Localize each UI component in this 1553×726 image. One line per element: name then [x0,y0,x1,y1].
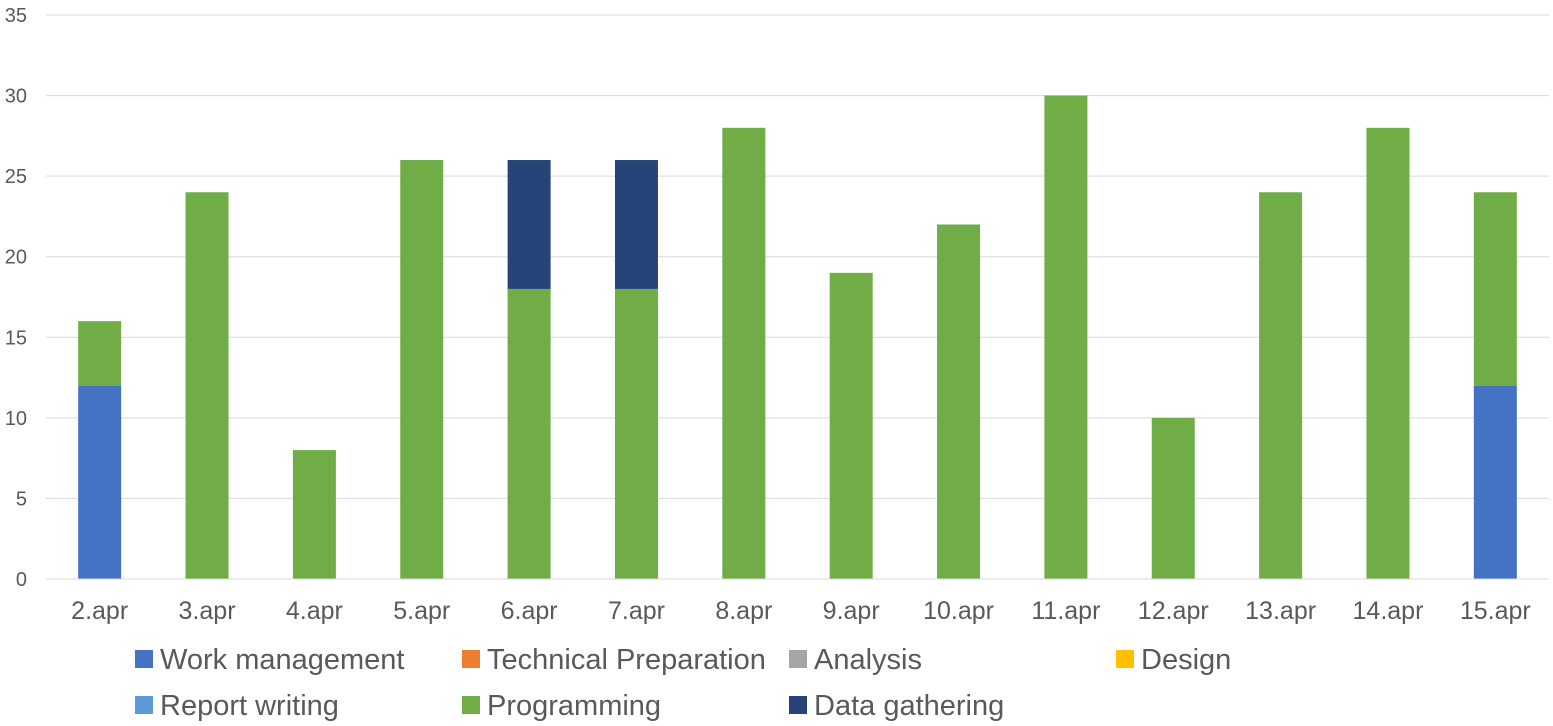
legend-entry-label: Work management [160,644,404,676]
x-category-label: 9.apr [823,597,880,625]
gridlines [46,14,1549,499]
bar-segment-programming [292,450,336,579]
legend-swatch [462,696,480,714]
x-category-label: 8.apr [715,597,772,625]
bars [78,95,1517,580]
bar-segment-programming [937,224,981,579]
legend-swatch [462,650,480,668]
x-category-label: 2.apr [71,597,128,625]
bar-segment-programming [1044,95,1088,580]
y-tick-label: 10 [5,408,27,430]
y-tick-label: 25 [5,166,27,188]
y-tick-label: 5 [16,488,27,510]
legend-swatch [135,650,153,668]
bar-segment-programming [829,272,873,579]
bar-segment-work-management [1473,385,1517,579]
bar-segment-work-management [78,385,122,579]
legend-swatch [789,650,807,668]
legend-entry-label: Programming [487,690,661,722]
y-tick-label: 20 [5,247,27,269]
bar-segment-programming [78,321,122,386]
legend-entry-label: Report writing [160,690,339,722]
x-category-label: 7.apr [608,597,665,625]
y-tick-label: 0 [16,569,27,591]
legend-swatch [789,696,807,714]
legend-swatch [1116,650,1134,668]
bar-segment-programming [614,288,658,579]
legend-entry-label: Design [1141,644,1231,676]
bar-segment-data-gathering [507,160,551,289]
bar-segment-programming [507,288,551,579]
legend-swatch [135,696,153,714]
bar-segment-programming [185,192,229,579]
y-axis-tick-labels: 0 5 10 15 20 25 30 35 [5,5,27,591]
x-axis-category-labels: 2.apr 3.apr 4.apr 5.apr 6.apr 7.apr 8.apr 9.apr… [71,597,1531,625]
bar-segment-programming [1366,127,1410,580]
x-category-label: 6.apr [501,597,558,625]
legend-entry-label: Analysis [814,644,922,676]
x-category-label: 14.apr [1353,597,1424,625]
x-category-label: 10.apr [923,597,994,625]
bar-segment-programming [400,160,444,579]
bar-segment-programming [722,127,766,580]
x-category-label: 15.apr [1460,597,1531,625]
legend-entry-label: Technical Preparation [487,644,766,676]
legend-entry-label: Data gathering [814,690,1004,722]
bar-segment-programming [1259,192,1303,579]
y-tick-label: 15 [5,327,27,349]
bar-segment-programming [1473,192,1517,386]
legend: Work management Technical Preparation Anal… [135,644,1231,722]
bar-segment-data-gathering [614,160,658,289]
bar-segment-programming [1151,417,1195,579]
y-tick-label: 30 [5,86,27,108]
x-category-label: 5.apr [393,597,450,625]
x-category-label: 3.apr [179,597,236,625]
y-tick-label: 35 [5,5,27,27]
x-category-label: 13.apr [1245,597,1316,625]
x-category-label: 4.apr [286,597,343,625]
x-category-label: 11.apr [1031,597,1100,625]
x-category-label: 12.apr [1138,597,1209,625]
